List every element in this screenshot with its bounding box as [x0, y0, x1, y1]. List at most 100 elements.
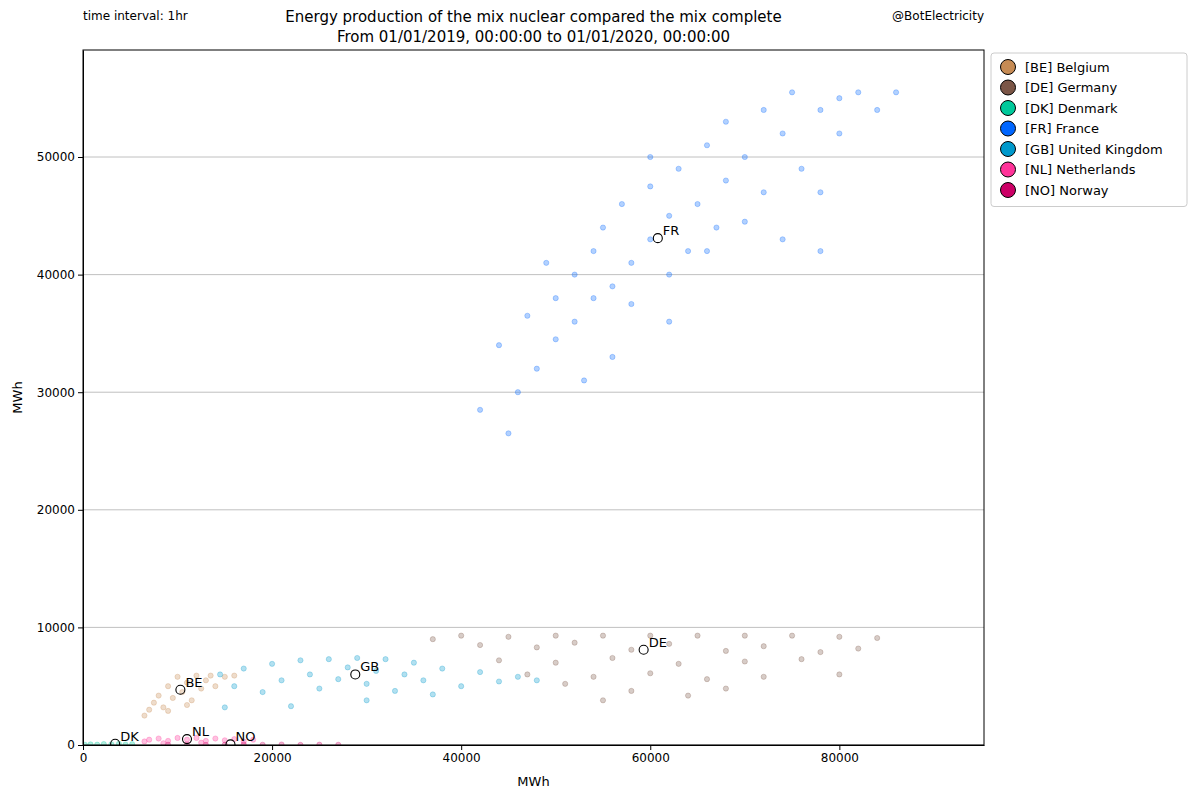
point	[780, 131, 785, 136]
mean-marker	[351, 670, 360, 679]
point	[402, 672, 407, 677]
annotation-label: FR	[663, 223, 680, 238]
point	[307, 672, 312, 677]
point	[364, 698, 369, 703]
point	[629, 260, 634, 265]
annotation-label: BE	[185, 675, 202, 690]
point	[184, 702, 189, 707]
point	[161, 705, 166, 710]
point	[355, 655, 360, 660]
point	[534, 366, 539, 371]
y-tick: 40000	[37, 268, 83, 282]
x-tick-label: 40000	[443, 751, 481, 765]
point	[610, 655, 615, 660]
point	[600, 698, 605, 703]
point	[676, 166, 681, 171]
point	[269, 661, 274, 666]
point	[222, 705, 227, 710]
top-left-text: time interval: 1hr	[83, 9, 188, 23]
point	[430, 692, 435, 697]
grid	[83, 157, 984, 745]
point	[151, 700, 156, 705]
point	[723, 119, 728, 124]
point	[383, 657, 388, 662]
point	[742, 154, 747, 159]
background	[0, 0, 1200, 798]
point	[260, 689, 265, 694]
point	[695, 633, 700, 638]
annotation-label: GB	[360, 659, 379, 674]
y-tick-label: 30000	[37, 386, 75, 400]
point	[208, 673, 213, 678]
point	[217, 672, 222, 677]
legend-label: [DK] Denmark	[1025, 101, 1118, 116]
point	[837, 131, 842, 136]
legend-label: [DE] Germany	[1025, 80, 1118, 95]
title: Energy production of the mix nuclear com…	[285, 8, 781, 26]
x-axis-title: MWh	[517, 774, 549, 789]
annotation-markers	[111, 234, 663, 745]
y-tick-label: 10000	[37, 621, 75, 635]
point	[789, 90, 794, 95]
point	[648, 671, 653, 676]
point	[667, 641, 672, 646]
point	[629, 688, 634, 693]
point	[477, 669, 482, 674]
point	[101, 741, 106, 745]
point	[818, 107, 823, 112]
x-tick-mark	[272, 745, 273, 750]
grid-line	[83, 157, 984, 158]
x-tick-label: 0	[80, 751, 88, 765]
point	[818, 649, 823, 654]
plot-frame	[83, 50, 984, 745]
point	[667, 272, 672, 277]
annotation-label: DE	[649, 635, 667, 650]
plot-area	[83, 90, 899, 745]
x-tick: 60000	[632, 745, 670, 765]
point	[170, 695, 175, 700]
point	[147, 707, 152, 712]
point	[189, 698, 194, 703]
point	[667, 319, 672, 324]
point	[525, 672, 530, 677]
chart: Energy production of the mix nuclear com…	[0, 0, 1200, 798]
point	[685, 248, 690, 253]
x-tick-label: 60000	[632, 751, 670, 765]
y-tick-mark	[78, 627, 83, 628]
point	[411, 660, 416, 665]
point	[761, 674, 766, 679]
x-tick-mark	[650, 745, 651, 750]
point	[629, 301, 634, 306]
point	[525, 313, 530, 318]
point	[591, 248, 596, 253]
point	[203, 678, 208, 683]
y-tick: 20000	[37, 503, 83, 517]
annotation-label: NO	[235, 729, 255, 744]
point	[856, 90, 861, 95]
point	[506, 634, 511, 639]
point	[232, 673, 237, 678]
legend-marker	[1001, 60, 1016, 75]
point	[288, 704, 293, 709]
mean-marker	[226, 740, 235, 745]
point	[893, 90, 898, 95]
point	[837, 634, 842, 639]
top-right-text: @BotElectricity	[892, 9, 984, 23]
legend-marker	[1001, 101, 1016, 116]
point	[165, 708, 170, 713]
point	[317, 686, 322, 691]
point	[364, 681, 369, 686]
legend-box	[991, 53, 1187, 207]
legend-marker	[1001, 80, 1016, 95]
x-tick: 20000	[253, 745, 291, 765]
point	[175, 674, 180, 679]
point	[591, 296, 596, 301]
y-axis-line	[83, 51, 84, 746]
point	[591, 674, 596, 679]
point	[789, 633, 794, 638]
point	[619, 201, 624, 206]
y-tick-mark	[78, 392, 83, 393]
point	[856, 646, 861, 651]
mean-marker	[653, 234, 662, 243]
point	[430, 637, 435, 642]
